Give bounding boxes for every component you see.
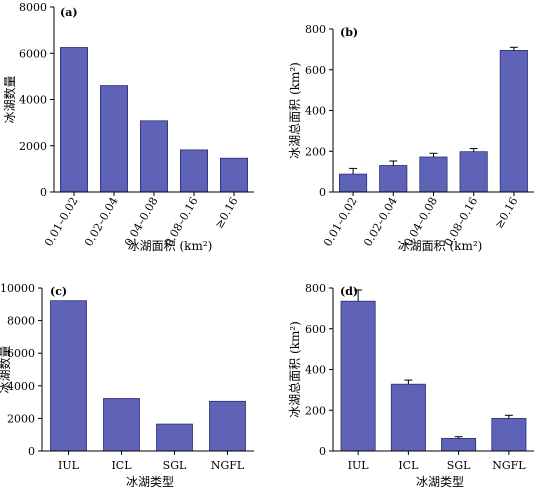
x-tick-label: 0.01–0.02 [42,195,81,249]
bar [179,149,208,193]
y-tick-label: 200 [305,404,326,417]
panel-label: (c) [50,285,67,298]
y-tick-label: 600 [305,323,326,336]
x-tick-label: NGFL [492,459,526,472]
y-tick-label: 400 [305,105,326,118]
y-tick-label: 4000 [19,94,47,107]
y-tick-label: 10000 [0,282,35,295]
y-tick-label: 8000 [7,315,35,328]
x-tick-label: SGL [447,459,471,472]
y-axis-title: 冰湖数量 [0,345,12,393]
x-tick-label: IUL [348,459,370,472]
bar [209,400,246,452]
y-tick-label: 0 [319,186,326,199]
y-tick-label: 800 [305,282,326,295]
y-tick-label: 200 [305,145,326,158]
bar [100,85,129,193]
bar [139,120,168,193]
x-axis-title: 冰湖面积 (km²) [128,238,213,253]
bar [459,151,488,193]
x-axis-title: 冰湖类型 [416,474,464,489]
y-tick-label: 0 [28,445,35,458]
x-tick-label: SGL [163,459,187,472]
bar [340,300,376,452]
y-tick-label: 0 [319,445,326,458]
y-tick-label: 2000 [7,412,35,425]
y-axis-title: 冰湖数量 [2,75,17,123]
bar [491,417,527,452]
y-tick-label: 4000 [7,380,35,393]
bar [390,383,426,452]
bar [103,398,140,452]
x-axis-title: 冰湖类型 [126,474,174,489]
bar [499,50,528,193]
y-tick-label: 8000 [19,1,47,14]
panel-label: (b) [340,26,358,39]
x-tick-label: ICL [111,459,132,472]
y-tick-label: 600 [305,64,326,77]
x-tick-label: 0.01–0.02 [321,195,360,249]
bar [50,300,87,452]
panel-label: (d) [340,285,358,298]
panel-label: (a) [60,6,78,19]
x-tick-label: ICL [398,459,419,472]
y-axis-title: 冰湖总面积 (km²) [287,62,302,159]
chart-panel-3: 0 2000 4000 6000 8000 10000 IUL ICL SGL NGFL (c) 冰湖… [0,282,254,489]
x-tick-label: 0.02–0.04 [361,195,400,249]
x-tick-label: ≥0.16 [212,195,240,231]
x-tick-label: 0.02–0.04 [82,195,121,249]
y-tick-label: 0 [40,186,47,199]
bar [379,165,408,193]
bar [338,173,368,193]
bar [219,157,248,193]
y-tick-label: 400 [305,364,326,377]
bar [156,423,193,452]
bar [419,156,448,193]
x-tick-label: ≥0.16 [492,195,520,231]
y-tick-label: 6000 [19,47,47,60]
y-tick-label: 2000 [19,140,47,153]
x-tick-label: NGFL [211,459,245,472]
chart-panel-4: 0 200 400 600 800 IUL ICL SGL NGFL (d) 冰湖类型 冰湖总面积 (… [287,282,534,489]
x-tick-label: IUL [58,459,80,472]
y-tick-label: 800 [305,23,326,36]
bar [441,437,477,452]
x-axis-title: 冰湖面积 (km²) [398,238,483,253]
y-axis-title: 冰湖总面积 (km²) [287,321,302,418]
y-tick-label: 6000 [7,347,35,360]
bar [60,47,89,193]
